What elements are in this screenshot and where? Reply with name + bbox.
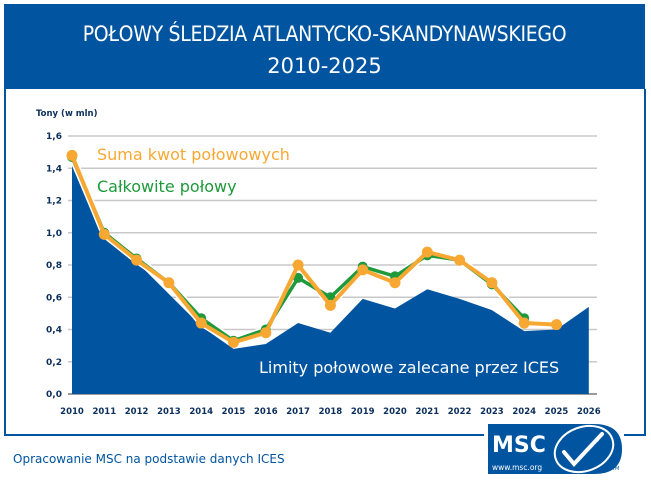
y-tick-label: 0,4 [46,326,62,336]
y-tick-label: 0,8 [46,261,62,271]
legend-quota-sum: Suma kwot połowowych [97,145,290,164]
y-axis-label: Tony (w mln) [36,109,98,119]
fish-outline-icon [553,424,615,474]
data-point-marker [293,272,304,283]
data-point-marker [324,299,336,311]
x-tick-label: 2019 [351,407,375,417]
y-tick-label: 1,2 [46,197,62,207]
x-tick-label: 2012 [125,407,149,417]
quota-sum-line [70,154,557,345]
data-point-marker [454,254,466,266]
y-tick-label: 1,0 [46,229,62,239]
data-point-marker [421,246,433,258]
line-area-chart: Tony (w mln) 0,0 0,2 0,4 0,6 0,8 1,0 1,2 1,4 1,6 2… [36,109,601,417]
x-tick-label: 2024 [512,407,536,417]
chart-subtitle-years: 2010-2025 [267,54,382,78]
fish-eye-icon [595,438,599,442]
data-point-marker [260,327,272,339]
x-tick-label: 2021 [415,407,439,417]
y-tick-label: 0,0 [46,390,62,400]
legend-total-catch: Całkowite połowy [97,177,237,196]
data-point-marker [66,149,78,161]
checkmark-icon [562,432,604,468]
x-tick-label: 2025 [545,407,569,417]
data-point-marker [357,264,369,276]
x-tick-label: 2023 [480,407,504,417]
data-point-marker [389,277,401,289]
data-point-marker [518,317,530,329]
data-point-marker [195,317,207,329]
y-tick-label: 1,6 [46,132,62,142]
x-tick-label: 2011 [92,407,116,417]
logo-url: www.msc.org [492,463,542,472]
y-tick-label: 1,4 [46,164,62,174]
chart-frame [4,89,646,436]
chart-title: POŁOWY ŚLEDZIA ATLANTYCKO-SKANDYNAWSKIEG… [82,22,567,46]
x-tick-label: 2017 [286,407,310,417]
x-tick-label: 2014 [189,407,213,417]
data-point-marker [228,336,239,348]
logo-text: MSC [492,433,546,458]
data-point-marker [486,277,498,289]
x-tick-label: 2022 [448,407,472,417]
msc-logo: MSC www.msc.org TM [484,420,624,478]
x-tick-label: 2010 [60,407,84,417]
data-point-marker [98,228,110,240]
data-point-marker [131,254,143,266]
y-tick-label: 0,2 [46,358,62,368]
data-point-marker [551,319,562,331]
data-point-marker [163,277,175,289]
x-tick-label: 2015 [222,407,246,417]
legend-ices-advice: Limity połowowe zalecane przez ICES [259,358,559,377]
x-tick-label: 2026 [577,407,601,417]
ices-advice-area [72,160,589,394]
x-tick-label: 2013 [157,407,181,417]
svg-text:TM: TM [611,466,619,472]
x-tick-label: 2020 [383,407,407,417]
data-point-marker [292,259,304,271]
y-tick-label: 0,6 [46,293,62,303]
x-tick-label: 2018 [319,407,343,417]
x-tick-label: 2016 [254,407,278,417]
chart-header: POŁOWY ŚLEDZIA ATLANTYCKO-SKANDYNAWSKIEG… [4,4,645,89]
source-note: Opracowanie MSC na podstawie danych ICES [13,452,285,466]
